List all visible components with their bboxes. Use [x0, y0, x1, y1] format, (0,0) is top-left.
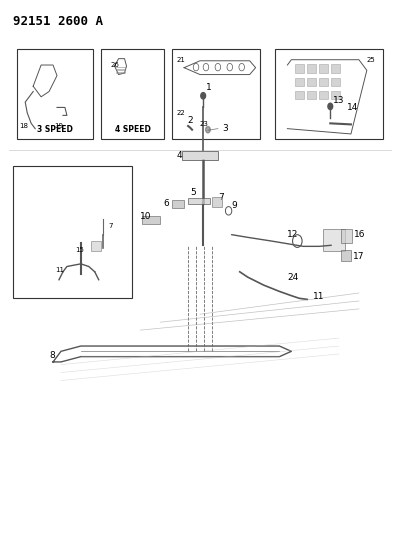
- Bar: [172, 49, 260, 139]
- Text: 11: 11: [313, 293, 325, 301]
- Text: 18: 18: [19, 123, 28, 128]
- Text: 92151 2600 A: 92151 2600 A: [13, 14, 103, 28]
- Bar: [319, 78, 328, 86]
- Polygon shape: [184, 61, 256, 75]
- Text: 3: 3: [222, 124, 228, 133]
- Text: 7: 7: [109, 223, 113, 229]
- Text: 23: 23: [200, 121, 209, 127]
- Bar: [17, 49, 93, 139]
- Polygon shape: [287, 60, 367, 134]
- Text: 11: 11: [55, 267, 64, 273]
- Text: 4 SPEED: 4 SPEED: [114, 125, 150, 134]
- Text: 7: 7: [218, 193, 224, 202]
- Text: 25: 25: [366, 57, 375, 63]
- Polygon shape: [33, 65, 57, 97]
- Text: 19: 19: [54, 123, 64, 128]
- Bar: [13, 166, 132, 298]
- Bar: [331, 64, 340, 73]
- Text: 1: 1: [206, 83, 212, 92]
- Bar: [319, 64, 328, 73]
- Text: 5: 5: [190, 188, 196, 197]
- Circle shape: [328, 103, 333, 110]
- Bar: [182, 151, 218, 160]
- Bar: [319, 91, 328, 100]
- Text: 21: 21: [176, 57, 185, 63]
- Text: 3 SPEED: 3 SPEED: [37, 125, 73, 134]
- Bar: [307, 78, 316, 86]
- Bar: [341, 229, 352, 243]
- Bar: [341, 249, 351, 261]
- Bar: [101, 49, 164, 139]
- Bar: [307, 91, 316, 100]
- Text: 8: 8: [49, 351, 55, 360]
- Text: 10: 10: [140, 212, 152, 221]
- Bar: [91, 241, 101, 251]
- Bar: [276, 49, 383, 139]
- Text: 26: 26: [111, 62, 120, 68]
- Text: 9: 9: [232, 201, 238, 210]
- Text: 12: 12: [287, 230, 299, 239]
- Bar: [295, 78, 304, 86]
- Text: 13: 13: [333, 96, 344, 105]
- Text: 24: 24: [287, 273, 299, 282]
- Bar: [295, 91, 304, 100]
- Bar: [212, 197, 222, 207]
- Bar: [331, 91, 340, 100]
- Bar: [142, 216, 160, 224]
- Bar: [295, 64, 304, 73]
- Bar: [307, 64, 316, 73]
- Bar: [172, 200, 184, 208]
- Polygon shape: [114, 59, 126, 75]
- Bar: [323, 229, 345, 251]
- Bar: [188, 198, 210, 204]
- Text: 17: 17: [353, 252, 364, 261]
- Text: 22: 22: [176, 110, 185, 116]
- Text: 15: 15: [75, 247, 84, 253]
- Text: 4: 4: [176, 151, 182, 160]
- Bar: [331, 78, 340, 86]
- Text: 14: 14: [347, 103, 358, 112]
- Circle shape: [201, 93, 206, 99]
- Text: 16: 16: [354, 230, 366, 239]
- Text: 2: 2: [187, 116, 193, 125]
- Circle shape: [206, 126, 210, 133]
- Text: 6: 6: [164, 198, 169, 207]
